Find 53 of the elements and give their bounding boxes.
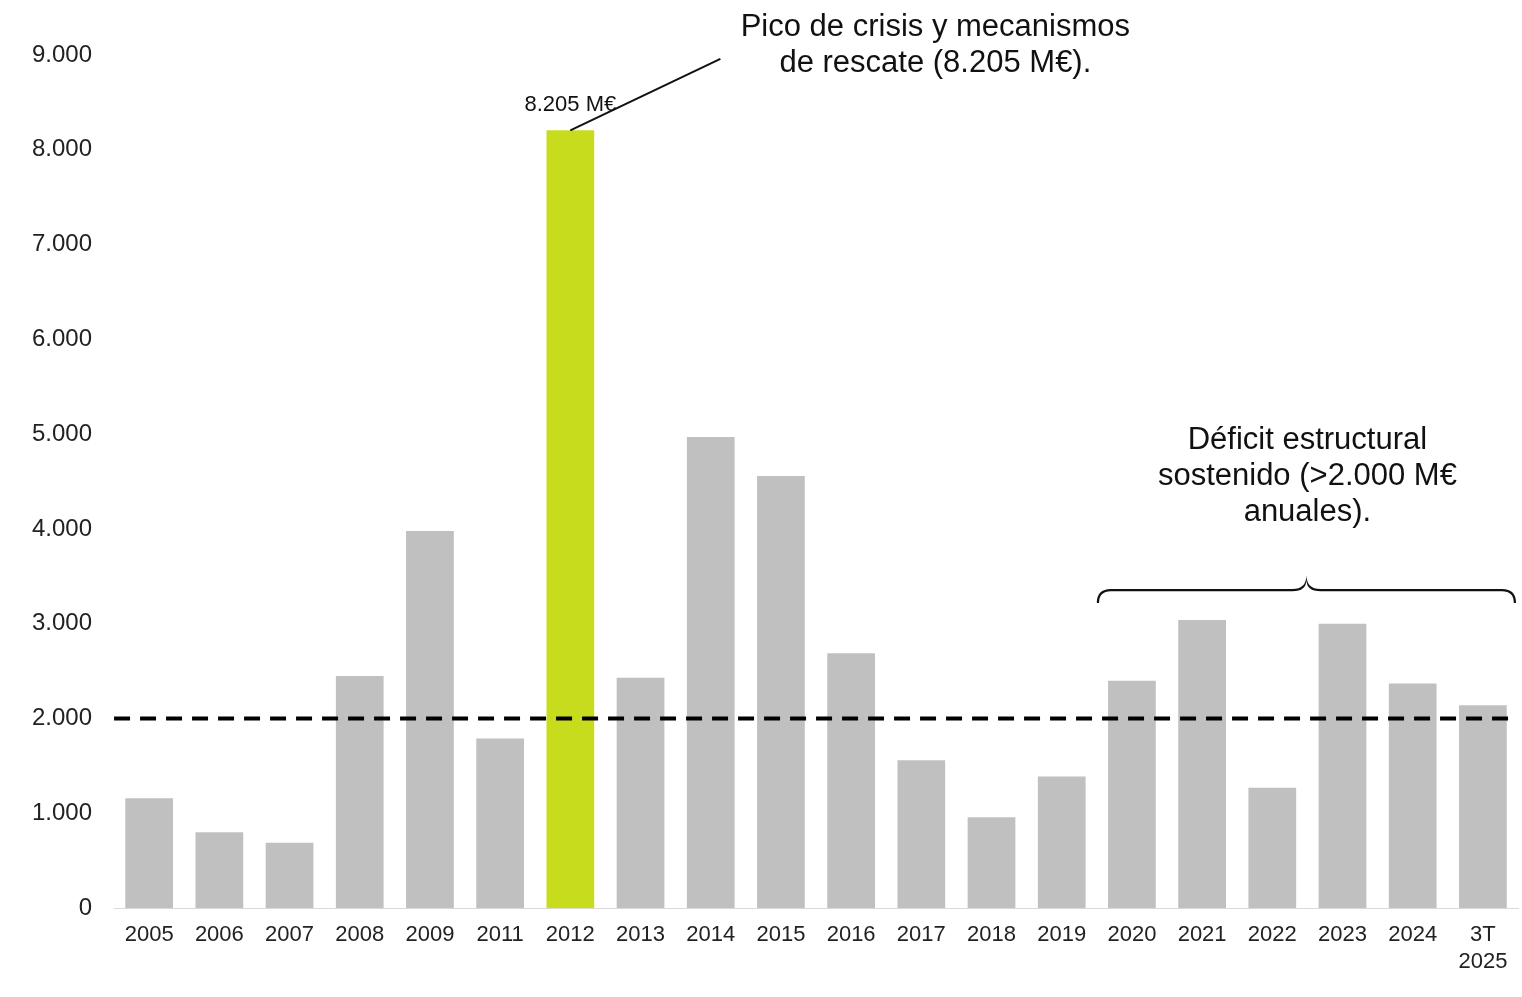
x-tick-label: 2018 [967, 921, 1016, 947]
y-tick-label: 2.000 [32, 703, 93, 731]
x-tick-label: 2006 [194, 921, 244, 947]
bar [335, 675, 384, 909]
bar [406, 530, 454, 909]
bar [1248, 787, 1297, 909]
bar [686, 437, 735, 909]
x-tick-label: 2011 [476, 921, 524, 947]
x-tick-label: 2005 [124, 921, 174, 947]
bar [897, 760, 946, 909]
bar [757, 475, 805, 909]
bar [125, 798, 174, 909]
annotation: Pico de crisis y mecanismos de rescate (8.205 M€). [740, 8, 1131, 80]
x-tick-label: 2020 [1107, 921, 1157, 947]
y-tick-label: 4.000 [32, 513, 93, 541]
bar [967, 817, 1016, 909]
bar [827, 653, 875, 909]
x-tick-label: 2016 [826, 921, 876, 947]
x-tick-label: 2023 [1318, 921, 1367, 947]
bar [1318, 623, 1367, 909]
y-tick-label: 6.000 [32, 324, 93, 352]
x-tick-label: 2007 [265, 921, 315, 947]
x-tick-label: 2022 [1247, 921, 1297, 947]
x-tick-label: 2024 [1388, 921, 1438, 947]
data-label: 8.205 M€ [524, 91, 617, 117]
x-tick-label: 2019 [1037, 921, 1087, 947]
y-tick-label: 5.000 [32, 418, 93, 446]
bar [1388, 683, 1437, 909]
bar [1037, 776, 1086, 909]
y-tick-label: 8.000 [32, 134, 93, 162]
bar [1108, 680, 1156, 909]
x-tick-label: 2021 [1177, 921, 1227, 947]
y-tick-label: 3.000 [32, 608, 93, 636]
bar [1178, 620, 1226, 909]
bar [616, 677, 665, 909]
bar [1459, 705, 1507, 909]
y-tick-label: 0 [78, 892, 93, 920]
bar [546, 130, 595, 909]
y-tick-label: 7.000 [32, 229, 93, 257]
y-tick-label: 9.000 [32, 39, 93, 67]
x-tick-label: 2013 [616, 921, 666, 947]
bar [195, 832, 244, 909]
y-tick-label: 1.000 [32, 798, 93, 826]
x-tick-label: 3T 2025 [1458, 921, 1508, 973]
bar [476, 738, 525, 909]
bar [265, 842, 314, 909]
x-tick-label: 2015 [756, 921, 806, 947]
x-tick-label: 2009 [405, 921, 455, 947]
annotation: Déficit estructural sostenido (>2.000 M€ anuales). [1157, 421, 1457, 529]
x-tick-label: 2008 [335, 921, 385, 947]
x-tick-label: 2014 [686, 921, 736, 947]
x-tick-label: 2017 [896, 921, 946, 947]
x-tick-label: 2012 [545, 921, 595, 947]
